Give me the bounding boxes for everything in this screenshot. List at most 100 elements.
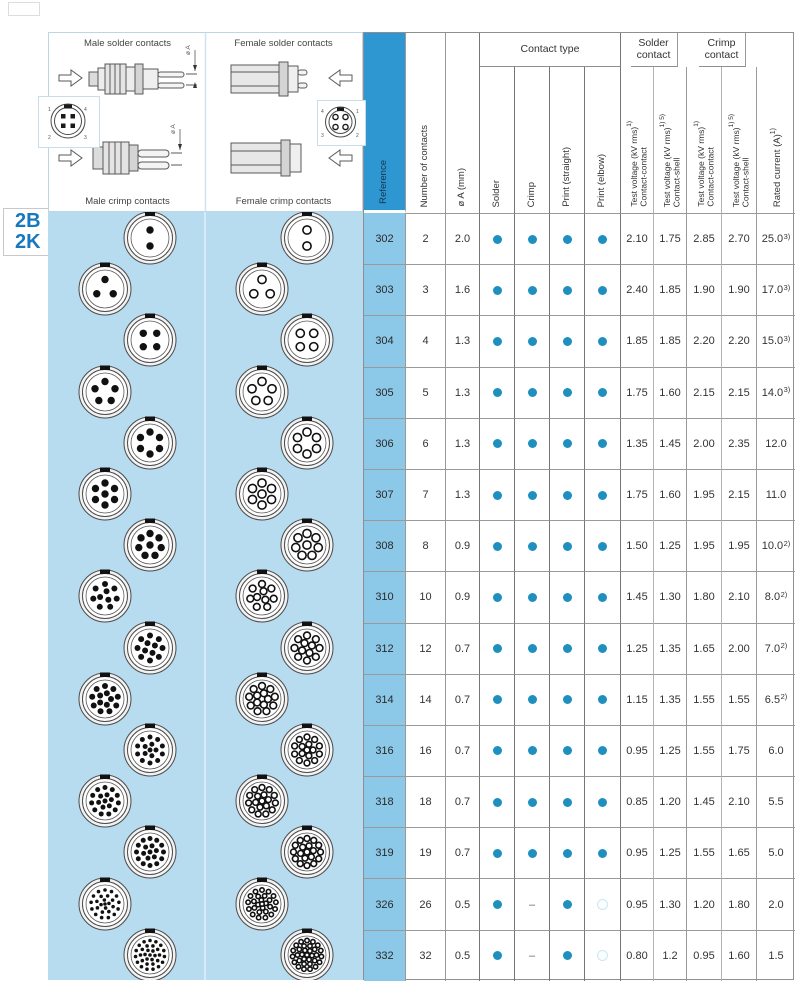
reference-cell: 319: [364, 827, 406, 879]
rated-current-cell: 1.5: [757, 929, 795, 981]
male-face-16-contacts: [123, 723, 177, 782]
available-dot-icon: [527, 336, 537, 346]
contact-type-mark-cell: [585, 213, 621, 265]
female-solder-label: Female solder contacts: [234, 38, 333, 49]
test-voltage-cell: 1.85: [654, 264, 687, 316]
contact-type-mark-cell: [480, 827, 515, 879]
contact-type-mark-cell: [550, 776, 585, 828]
reference-cell: 314: [364, 673, 406, 725]
test-voltage-cell: 1.25: [654, 520, 687, 572]
reference-cell: 303: [364, 264, 406, 316]
contacts-count-cell: 26: [406, 878, 446, 930]
available-dot-icon: [492, 592, 502, 602]
available-dot-icon: [492, 900, 502, 910]
reference-cell: 326: [364, 878, 406, 930]
available-dot-icon: [598, 644, 607, 654]
male-face-8-contacts: [123, 518, 177, 577]
contact-type-mark-cell: [480, 776, 515, 828]
reference-cell: 305: [364, 366, 406, 418]
available-dot-icon: [598, 285, 607, 295]
series-code-box: 2B 2K: [3, 208, 56, 256]
test-voltage-cell: 1.95: [687, 468, 722, 521]
contact-type-mark-cell: [515, 264, 550, 316]
contact-type-mark-cell: [515, 827, 550, 879]
test-voltage-cell: 1.15: [621, 673, 654, 725]
male-face-3-contacts: [78, 262, 132, 321]
contact-type-mark-cell: [480, 878, 515, 930]
test-voltage-cell: 1.95: [722, 520, 757, 572]
contact-type-mark-cell: [515, 724, 550, 777]
available-dot-icon: [492, 285, 502, 295]
available-dot-icon: [527, 490, 537, 500]
test-voltage-cell: 2.85: [687, 213, 722, 265]
series-code-2k: 2K: [15, 231, 41, 253]
test-voltage-cell: 1.35: [654, 622, 687, 674]
female-face-26-contacts: [235, 877, 289, 936]
contact-type-header-3: Print (straight): [550, 67, 585, 213]
test-voltage-header-4: Test voltage (kV rms)1) 5) Contact-shell: [722, 67, 757, 213]
available-dot-icon: [527, 541, 537, 551]
test-voltage-cell: 1.90: [687, 264, 722, 316]
male-solder-figure: ø A: [58, 45, 197, 95]
available-dot-icon: [598, 746, 607, 756]
test-voltage-cell: 2.10: [621, 213, 654, 265]
available-dot-icon: [598, 592, 607, 602]
contact-type-mark-cell: [585, 776, 621, 828]
dimension-label: ø A: [185, 45, 192, 55]
rated-current-cell: 5.5: [757, 776, 795, 827]
reference-cell: 306: [364, 417, 406, 469]
contact-type-mark-cell: [585, 520, 621, 572]
contact-type-mark-cell: [550, 417, 585, 469]
contact-type-mark-cell: [480, 213, 515, 265]
diameter-cell: 1.3: [446, 315, 480, 367]
test-voltage-cell: 1.75: [621, 366, 654, 418]
male-crimp-label: Male crimp contacts: [85, 196, 170, 207]
test-voltage-cell: 0.95: [621, 827, 654, 879]
male-face-5-contacts: [78, 365, 132, 424]
contact-arrangement-panel: [48, 212, 363, 980]
test-voltage-cell: 1.2: [654, 929, 687, 981]
female-face-4-contacts: [280, 313, 334, 372]
female-crimp-figure: [230, 139, 353, 177]
available-dot-icon: [492, 746, 502, 756]
contact-type-mark-cell: [550, 878, 585, 930]
test-voltage-cell: 1.75: [654, 213, 687, 265]
diameter-cell: 0.7: [446, 724, 480, 777]
contact-type-mark-cell: [550, 571, 585, 623]
test-voltage-cell: 1.65: [722, 827, 757, 879]
arrow-left-icon: [328, 69, 353, 87]
contact-type-header-2: Crimp: [515, 67, 550, 213]
crimp-contact-group-header: Crimp contact: [698, 33, 746, 67]
contact-type-mark-cell: [585, 417, 621, 469]
spec-table: Reference Number of contacts ø A (mm) Co…: [363, 32, 795, 981]
contact-type-mark-cell: [585, 622, 621, 674]
available-dot-icon: [492, 951, 502, 961]
contact-type-mark-cell: [585, 929, 621, 981]
contact-type-mark-cell: [480, 622, 515, 674]
test-voltage-header-1: Test voltage (kV rms)1) Contact-contact: [621, 67, 654, 213]
diameter-cell: 0.5: [446, 929, 480, 981]
contact-type-mark-cell: [515, 315, 550, 367]
contacts-count-cell: 16: [406, 724, 446, 777]
test-voltage-cell: 1.25: [654, 827, 687, 879]
male-face-detail-box: 1 4 2 3: [38, 96, 100, 148]
not-available-dash: –: [528, 949, 536, 962]
contact-type-mark-cell: [515, 366, 550, 418]
available-dot-icon: [527, 234, 537, 244]
diameter-cell: 0.9: [446, 520, 480, 572]
available-dot-icon: [598, 234, 607, 244]
contact-type-mark-cell: [480, 468, 515, 521]
contact-type-mark-cell: [550, 622, 585, 674]
rated-current-cell: 10.0 2): [757, 520, 795, 571]
male-face-2-contacts: [123, 212, 177, 270]
available-dot-icon: [562, 900, 572, 910]
test-voltage-cell: 2.20: [687, 315, 722, 367]
contacts-count-cell: 8: [406, 520, 446, 572]
svg-text:4: 4: [84, 107, 87, 113]
svg-text:2: 2: [356, 133, 359, 139]
rated-current-cell: 14.0 3): [757, 366, 795, 418]
contact-type-mark-cell: [480, 571, 515, 623]
diameter-cell: 0.5: [446, 878, 480, 930]
available-dot-icon: [562, 490, 572, 500]
reference-cell: 318: [364, 776, 406, 828]
